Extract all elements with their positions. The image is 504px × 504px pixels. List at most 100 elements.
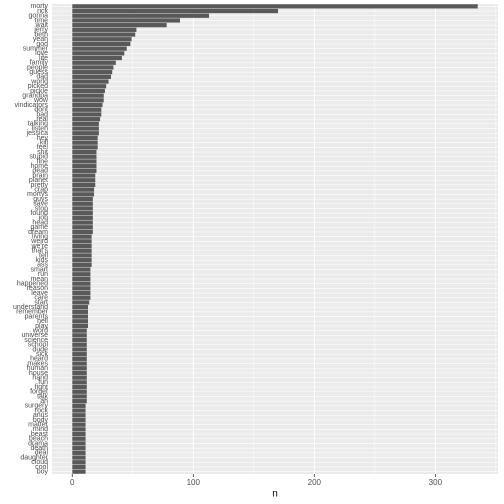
y-tick-label: leave [31, 290, 48, 297]
bar [72, 149, 97, 155]
y-tick-label: mean [30, 276, 48, 283]
y-tick-label: save [33, 201, 48, 208]
bar [72, 65, 114, 70]
y-tick-label: smart [31, 266, 49, 273]
bar [72, 107, 102, 112]
bar [72, 300, 90, 305]
y-tick-label: yeah [33, 36, 48, 43]
y-tick-label: listen [32, 125, 48, 132]
bar [72, 427, 86, 432]
y-tick-label: kill [40, 139, 49, 146]
bar [72, 46, 127, 51]
bar [72, 88, 105, 94]
bar [72, 4, 478, 9]
y-tick-label: anus [33, 412, 49, 419]
bar [72, 70, 113, 75]
bar [72, 8, 279, 14]
y-tick-label: picked [28, 83, 48, 90]
y-tick-label: start [34, 299, 48, 306]
bar [72, 267, 91, 272]
y-tick-label: house [29, 370, 48, 377]
x-axis-title: n [272, 489, 278, 500]
bar [72, 164, 97, 169]
bar [72, 239, 92, 244]
y-tick-label: forget [30, 389, 48, 396]
y-tick-label: school [28, 342, 49, 349]
y-tick-label: tell [39, 252, 48, 259]
y-tick-label: daughter [20, 454, 48, 461]
bar [72, 23, 167, 28]
y-tick-label: cool [35, 464, 48, 471]
y-tick-label: cloud [31, 459, 48, 466]
y-tick-label: science [24, 337, 48, 344]
y-tick-label: gonna [29, 13, 49, 20]
y-tick-label: rick [37, 8, 48, 15]
y-tick-label: head [32, 219, 48, 226]
bar [72, 328, 87, 333]
bar [72, 450, 86, 455]
bar [72, 154, 97, 159]
y-tick-label: dude [32, 346, 48, 353]
y-tick-label: time [35, 17, 48, 24]
bar [72, 314, 89, 319]
bar [72, 276, 91, 282]
bar [72, 286, 91, 291]
y-tick-label: understand [13, 304, 48, 311]
bar [72, 375, 87, 380]
bar [72, 394, 87, 399]
y-tick-label: shit [37, 149, 48, 156]
bar [72, 98, 104, 103]
y-tick-label: jessica [26, 130, 49, 137]
bar [72, 305, 89, 310]
y-tick-label: remember [16, 309, 49, 316]
bar [72, 366, 87, 371]
bar [72, 18, 180, 23]
y-tick-label: sick [36, 351, 49, 358]
bar [72, 173, 96, 178]
y-tick-label: fun [38, 379, 48, 386]
y-tick-label: guys [33, 196, 48, 203]
y-tick-label: body [33, 417, 49, 424]
y-tick-label: surgery [25, 403, 49, 410]
bar [72, 408, 86, 413]
y-tick-label: ah [40, 398, 48, 405]
bar [72, 121, 99, 126]
y-tick-label: dead [32, 168, 48, 175]
y-tick-label: hell [37, 318, 48, 325]
bar [72, 319, 89, 324]
y-tick-label: wow [33, 97, 49, 104]
bar [72, 272, 91, 277]
bar [72, 135, 98, 141]
y-tick-label: bad [36, 111, 48, 118]
y-tick-label: matter [28, 421, 49, 428]
x-tick-label: 0 [70, 478, 75, 487]
y-tick-label: pretty [30, 182, 48, 189]
y-tick-label: planet [29, 177, 48, 184]
y-tick-label: play [35, 323, 48, 330]
y-tick-label: summer [23, 45, 49, 52]
y-tick-label: beast [31, 431, 48, 438]
y-tick-label: death [30, 445, 48, 452]
y-tick-label: weird [30, 238, 48, 245]
y-tick-label: game [30, 224, 48, 231]
bar [72, 187, 95, 192]
bar [72, 333, 87, 338]
bar [72, 145, 98, 150]
bar [72, 446, 86, 451]
bar [72, 140, 98, 145]
bar [72, 262, 92, 267]
y-tick-label: life [39, 55, 48, 62]
y-tick-label: home [30, 163, 48, 170]
bar [72, 196, 93, 202]
bar [72, 13, 210, 18]
x-tick-label: 100 [187, 478, 201, 487]
y-tick-label: fight [35, 384, 48, 391]
bar [72, 248, 92, 253]
y-tick-label: universe [22, 332, 49, 339]
bar [72, 234, 92, 239]
y-tick-label: care [34, 295, 48, 302]
bar [72, 84, 107, 89]
bar [72, 464, 86, 470]
